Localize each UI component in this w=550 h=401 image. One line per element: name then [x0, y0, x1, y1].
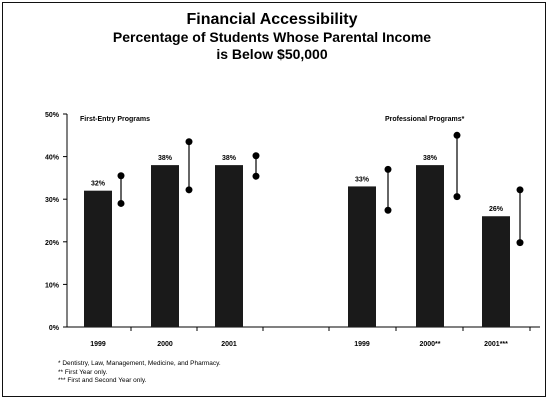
- chart-title: Financial Accessibility: [186, 11, 358, 28]
- x-tick-label: 2001***: [484, 341, 508, 348]
- chart-title-block: Financial Accessibility Percentage of St…: [0, 10, 544, 63]
- range-low-dot: [516, 239, 524, 247]
- range-high-dot: [384, 165, 392, 173]
- bar-value-label: 32%: [91, 181, 106, 188]
- y-tick-label: 10%: [45, 282, 60, 289]
- bar: [416, 165, 444, 327]
- group-label: Professional Programs*: [385, 116, 465, 123]
- range-high-dot: [252, 152, 260, 160]
- chart-axes: 0% 10% 20% 30% 40% 50% First-Entry Programs Pro…: [45, 112, 540, 348]
- range-high-dot: [117, 172, 125, 180]
- x-tick-label: 2001: [221, 341, 237, 348]
- bar-value-label: 38%: [222, 155, 237, 162]
- y-tick-label: 40%: [45, 155, 60, 162]
- x-tick-label: 1999: [354, 341, 370, 348]
- bar-value-label: 33%: [355, 176, 370, 183]
- bar-value-label: 38%: [423, 155, 438, 162]
- range-low-dot: [185, 186, 193, 194]
- footnote-2: ** First Year only.: [58, 368, 108, 376]
- footnotes: * Dentistry, Law, Management, Medicine, …: [58, 360, 221, 386]
- bar: [215, 165, 243, 327]
- y-tick-label: 30%: [45, 197, 60, 204]
- bar: [482, 216, 510, 327]
- bar: [348, 186, 376, 327]
- y-tick-label: 0%: [49, 325, 60, 332]
- x-tick-label: 2000**: [419, 341, 440, 348]
- y-tick-label: 50%: [45, 112, 60, 119]
- bar: [84, 190, 112, 327]
- range-high-dot: [185, 138, 193, 146]
- footnote-3: *** First and Second Year only.: [58, 377, 147, 384]
- bar-value-label: 26%: [489, 206, 504, 213]
- footnote-1: * Dentistry, Law, Management, Medicine, …: [58, 360, 221, 367]
- x-tick-label: 1999: [90, 341, 106, 348]
- chart-marks: 32% 38% 38% 33% 38% 26%: [84, 131, 524, 327]
- chart-subtitle-line-2: is Below $50,000: [216, 46, 328, 62]
- group-label: First-Entry Programs: [80, 116, 150, 123]
- y-tick-label: 20%: [45, 240, 60, 247]
- range-low-dot: [453, 193, 461, 201]
- bar-value-label: 38%: [158, 155, 173, 162]
- range-high-dot: [516, 186, 524, 194]
- range-low-dot: [252, 172, 260, 180]
- bar: [151, 165, 179, 327]
- range-high-dot: [453, 131, 461, 139]
- range-low-dot: [384, 206, 392, 214]
- chart-subtitle-line-1: Percentage of Students Whose Parental In…: [112, 29, 432, 45]
- x-tick-label: 2000: [157, 341, 173, 348]
- range-low-dot: [117, 199, 125, 207]
